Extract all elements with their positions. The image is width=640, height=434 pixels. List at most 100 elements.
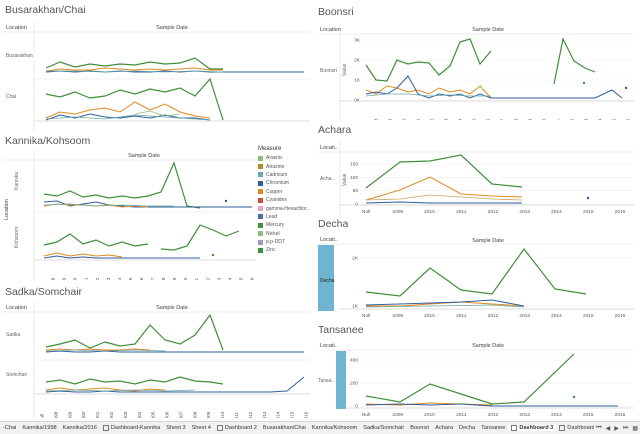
- sheet-tab-label: Dashboard 3: [519, 425, 553, 431]
- decha-title: Decha: [318, 218, 348, 230]
- x-tick-label: 2016: [615, 412, 626, 418]
- legend-label: gamma-Hexachlor..: [266, 206, 309, 212]
- y-tick-label: 400: [350, 358, 358, 364]
- x-tick-label: 2002: [95, 277, 101, 280]
- legend-item[interactable]: Copper: [258, 188, 320, 196]
- legend-item[interactable]: Cyanides: [258, 196, 320, 204]
- tansanee-location-header: Locati..: [320, 343, 338, 349]
- row-label-kohsoom: Kohsoom: [14, 227, 20, 248]
- sheet-tab[interactable]: Boonsri: [407, 425, 432, 431]
- x-tick-label: 2009: [528, 118, 534, 120]
- kannika-point: [225, 200, 227, 202]
- sheet-tab[interactable]: Busarakhan/Chai: [260, 425, 309, 431]
- x-tick-label: 2001: [84, 277, 90, 280]
- x-tick-label: 1998: [374, 118, 380, 120]
- tansanee-location-band: [336, 351, 346, 409]
- sheet-tab[interactable]: Kannika/2016: [60, 425, 100, 431]
- first-tab-icon[interactable]: ⏮: [594, 425, 603, 432]
- x-tick-label: 2003: [444, 118, 450, 120]
- sheet-tab[interactable]: Dashboard 2: [214, 425, 260, 431]
- kannika-sample-date-header: Sample Date: [128, 153, 160, 159]
- series-sadka-green: [46, 315, 223, 350]
- legend-item[interactable]: Lead: [258, 213, 320, 221]
- sheet-tab-label: Dashboard-Kannika: [111, 425, 160, 431]
- x-tick-label: 2012: [248, 411, 254, 418]
- legend-swatch: [258, 164, 263, 169]
- row-label-sadka: Sadka: [6, 332, 20, 338]
- x-tick-label: 2013: [519, 313, 530, 319]
- y-tick-label: 2K: [354, 58, 361, 64]
- x-tick-label: 1999: [62, 277, 68, 280]
- x-tick-label: 2005: [151, 411, 157, 418]
- y-tick-label: 1K: [352, 304, 359, 310]
- series-kannika-green: [44, 163, 200, 208]
- x-tick-label: 2007: [500, 118, 506, 120]
- x-tick-label: 2013: [519, 412, 530, 418]
- row-label-somchair: Somchair: [6, 372, 27, 378]
- sheet-tab[interactable]: -Chai: [0, 425, 19, 431]
- last-tab-icon[interactable]: ⏭: [621, 425, 630, 432]
- legend-swatch: [258, 181, 263, 186]
- legend-item[interactable]: p,p-DDT: [258, 238, 320, 246]
- row-label-achara: Acha..: [320, 176, 334, 182]
- series-somchair-teal: [46, 390, 195, 391]
- x-tick-label: 2010: [183, 277, 189, 280]
- legend-item[interactable]: Nickel: [258, 230, 320, 238]
- sheet-tab[interactable]: Sadka/Somchair: [360, 425, 407, 431]
- legend-item[interactable]: Mercury: [258, 221, 320, 229]
- kannika-kohsoom-chart[interactable]: Sample Date Location Kannika Kohsoom Nul…: [4, 150, 256, 280]
- legend-item[interactable]: Cadmium: [258, 171, 320, 179]
- sheet-tab[interactable]: Achara: [432, 425, 456, 431]
- next-tab-icon[interactable]: ▶: [612, 425, 621, 432]
- sheet-tab[interactable]: Dashboard-Kannika: [100, 425, 163, 431]
- kannika-kohsoom-title: Kannika/Kohsoom: [5, 135, 90, 147]
- y-tick-label: 150: [350, 162, 358, 168]
- sheet-tab[interactable]: Decha: [456, 425, 478, 431]
- sadka-somchair-chart[interactable]: Location Sample Date Sadka Somchair Null…: [4, 302, 310, 418]
- grid-view-icon[interactable]: ▦: [630, 425, 640, 432]
- legend-item[interactable]: Arsenic: [258, 154, 320, 162]
- sheet-tab[interactable]: Kannika/1998: [19, 425, 59, 431]
- legend-item[interactable]: Chromium: [258, 179, 320, 187]
- sheet-tab[interactable]: Tansanee: [478, 425, 508, 431]
- sheet-tab[interactable]: Kannika/Kohsoom: [309, 425, 360, 431]
- sheet-tab[interactable]: Sheet 4: [189, 425, 214, 431]
- busarakhan-chai-title: Busarakhan/Chai: [5, 4, 86, 16]
- sheet-tab[interactable]: Dashboard 3: [508, 425, 556, 431]
- kohsoom-point: [212, 254, 214, 256]
- x-tick-label: 2010: [220, 411, 226, 418]
- y-tick-label: 0: [355, 202, 358, 208]
- legend-label: Nickel: [266, 231, 280, 237]
- x-tick-label: 2016: [304, 411, 310, 418]
- legend-item[interactable]: Zinc: [258, 246, 320, 254]
- legend-item[interactable]: gamma-Hexachlor..: [258, 204, 320, 212]
- x-tick-label: 2009: [392, 412, 403, 418]
- prev-tab-icon[interactable]: ◀: [604, 425, 613, 432]
- x-tick-label: 2013: [216, 277, 222, 280]
- series-achara-blue: [366, 202, 522, 203]
- sheet-tab[interactable]: Sheet 3: [163, 425, 188, 431]
- series-kohsoom-green-2: [161, 225, 239, 250]
- series-sadka-blue: [46, 351, 304, 352]
- decha-sample-date-header: Sample Date: [472, 238, 504, 244]
- x-tick-label: 2010: [542, 118, 548, 120]
- x-tick-label: 2012: [488, 209, 499, 215]
- x-tick-label: 2008: [514, 118, 520, 120]
- sadka-location-header: Location: [6, 305, 27, 311]
- legend-item[interactable]: Atrazine: [258, 162, 320, 170]
- x-tick-label: 2012: [488, 412, 499, 418]
- row-label-boonsri: Boonsri: [320, 68, 337, 74]
- y-tick-label: 0K: [354, 98, 361, 104]
- sheet-tab-label: Sheet 4: [192, 425, 211, 431]
- busarakhan-chai-chart[interactable]: Location Sample Date Busarakhan Chai Nul…: [4, 22, 310, 132]
- dashboard-icon: [103, 425, 109, 431]
- series-achara-orange: [366, 177, 522, 200]
- boonsri-chart[interactable]: Location Sample Date Boonsri Value 3K2K1…: [318, 24, 634, 120]
